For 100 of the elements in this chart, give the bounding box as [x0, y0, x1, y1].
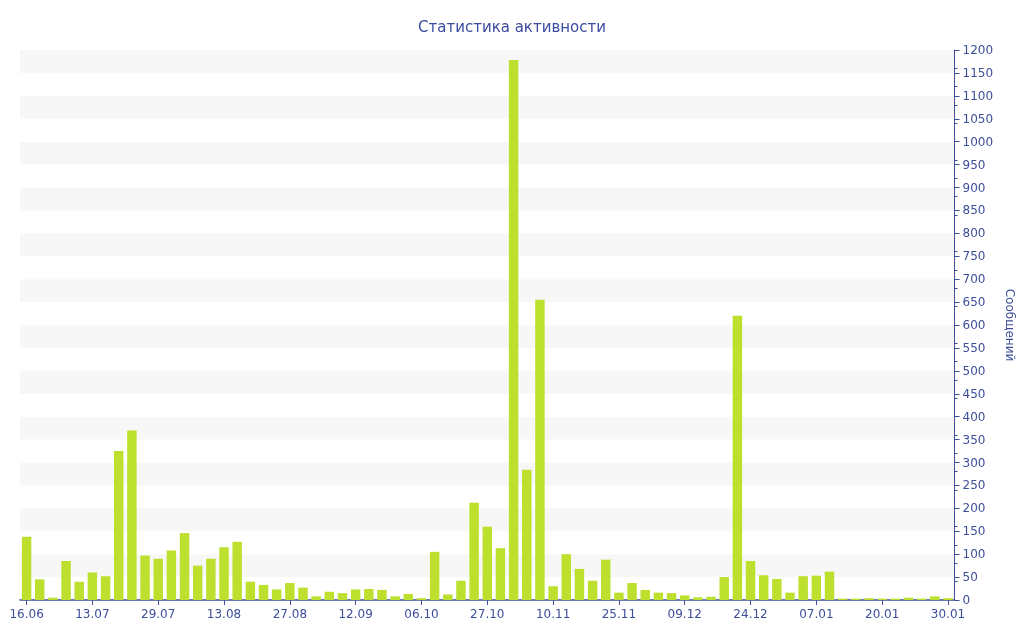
- bar: [364, 589, 374, 600]
- y-tick-label: 1100: [962, 88, 994, 103]
- x-tick-label: 25.11: [601, 607, 637, 621]
- y-tick-label: 700: [962, 272, 986, 287]
- bar: [732, 315, 743, 600]
- bar: [74, 581, 84, 600]
- y-tick-label: 1150: [962, 65, 994, 80]
- bar: [337, 593, 348, 600]
- bar: [930, 596, 940, 600]
- bar: [192, 565, 203, 600]
- bar: [390, 596, 400, 600]
- bar: [35, 579, 45, 600]
- x-tick-label: 10.11: [535, 607, 571, 621]
- bar: [311, 596, 321, 600]
- bar: [798, 576, 808, 600]
- y-tick-label: 1000: [962, 134, 994, 149]
- bar: [811, 575, 822, 600]
- bar: [403, 594, 414, 600]
- y-tick-label: 150: [962, 524, 986, 539]
- chart-title: Статистика активности: [418, 17, 606, 36]
- y-tick-label: 500: [962, 363, 986, 378]
- y-tick-label: 550: [962, 340, 986, 355]
- bar: [508, 60, 519, 600]
- y-tick-label: 100: [962, 547, 986, 562]
- bar: [206, 558, 216, 600]
- bar: [706, 596, 716, 600]
- x-tick-label: 06.10: [404, 607, 439, 621]
- x-tick-label: 13.08: [206, 607, 242, 621]
- y-tick-label: 800: [962, 226, 986, 241]
- bar: [127, 430, 137, 600]
- bar: [166, 550, 177, 600]
- x-tick-label: 27.10: [470, 607, 505, 621]
- bar: [758, 575, 769, 600]
- bar: [601, 559, 611, 600]
- x-tick-label: 09.12: [667, 607, 702, 621]
- y-tick-label: 300: [962, 455, 986, 470]
- bar: [719, 577, 729, 600]
- y-tick-label: 450: [962, 386, 986, 401]
- y-tick-label: 750: [962, 249, 986, 264]
- bar: [653, 592, 664, 600]
- y-tick-label: 50: [962, 570, 978, 585]
- y-tick-label: 1200: [962, 43, 994, 57]
- bar: [666, 593, 677, 600]
- bar: [179, 533, 190, 600]
- bar: [482, 526, 493, 600]
- y-tick-label: 350: [962, 432, 986, 447]
- x-tick-label: 29.07: [141, 607, 176, 621]
- y-tick-label: 600: [962, 318, 986, 332]
- x-tick-label: 20.01: [864, 607, 900, 621]
- y-tick-label: 400: [962, 409, 986, 424]
- y-tick-label: 950: [962, 157, 986, 172]
- bar: [48, 597, 58, 600]
- bar: [324, 591, 335, 600]
- bar: [456, 580, 466, 600]
- x-tick-label: 12.09: [338, 607, 373, 621]
- y-tick-label: 250: [962, 478, 986, 493]
- bar: [522, 469, 532, 600]
- bar: [232, 541, 242, 600]
- x-tick-label: 13.07: [75, 607, 110, 621]
- bar: [140, 555, 150, 600]
- bar: [87, 572, 98, 600]
- bar: [785, 592, 795, 600]
- y-tick-label: 650: [962, 295, 986, 310]
- bar: [271, 589, 282, 600]
- bar: [285, 583, 295, 600]
- bar: [21, 536, 32, 600]
- bar: [561, 554, 571, 600]
- x-tick-label: 24.12: [733, 607, 768, 621]
- bar: [627, 583, 637, 600]
- bar: [587, 580, 598, 600]
- bar: [245, 581, 256, 600]
- bar: [61, 561, 71, 600]
- bar: [824, 571, 835, 600]
- bar: [429, 551, 440, 600]
- bar: [772, 578, 782, 600]
- x-tick-label: 07.01: [799, 607, 834, 621]
- bar: [298, 587, 308, 600]
- bar: [153, 558, 163, 600]
- y-tick-label: 900: [962, 180, 986, 195]
- y-tick-label: 200: [962, 501, 986, 516]
- bar: [640, 589, 650, 600]
- bar: [679, 595, 690, 600]
- bar: [574, 568, 585, 600]
- bar: [113, 451, 124, 600]
- y-axis-title: Сообщений: [1003, 288, 1017, 362]
- bar: [350, 589, 361, 600]
- bar: [614, 592, 624, 600]
- bar: [495, 548, 506, 600]
- bar: [548, 586, 558, 600]
- bar: [535, 299, 545, 600]
- bar: [100, 576, 111, 600]
- y-tick-label: 0: [962, 593, 971, 607]
- bar: [693, 597, 703, 600]
- y-tick-label: 1050: [962, 111, 994, 126]
- bar: [469, 502, 479, 600]
- x-tick-label: 27.08: [272, 607, 308, 621]
- bar: [219, 547, 229, 600]
- bar: [258, 584, 269, 600]
- y-tick-label: 850: [962, 203, 986, 218]
- bar: [443, 594, 453, 600]
